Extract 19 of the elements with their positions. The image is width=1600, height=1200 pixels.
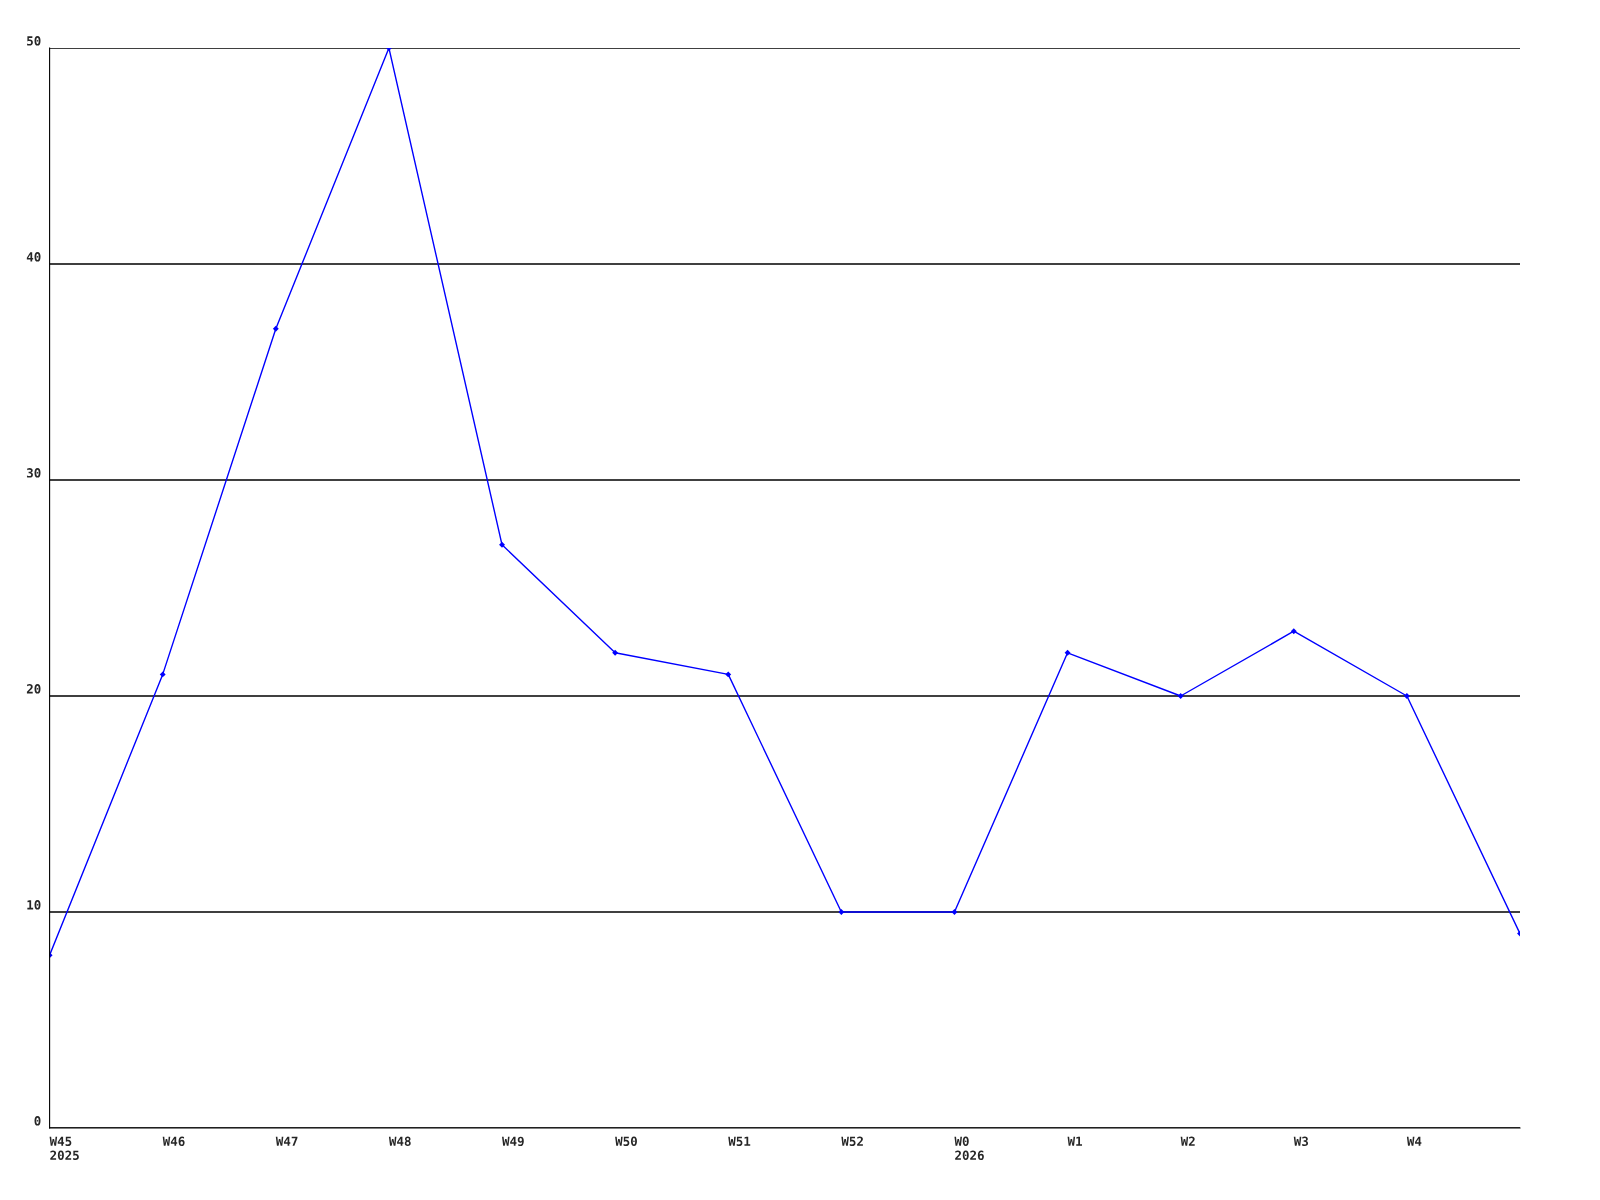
x-tick-label: W3 — [1293, 1136, 1309, 1147]
y-tick-label: 20 — [26, 684, 41, 694]
x-tick-label: W47 — [275, 1136, 298, 1146]
x-tick-label: W46 — [162, 1136, 185, 1147]
x-tick-label: W51 — [728, 1136, 751, 1147]
y-tick-label: 0 — [34, 1116, 41, 1126]
x-tick-label: W52 — [841, 1136, 863, 1147]
y-tick-label: 30 — [26, 468, 41, 478]
x-tick-label: W50 — [615, 1136, 637, 1147]
x-tick-label: W49 — [502, 1136, 524, 1147]
y-tick-label: 40 — [26, 252, 41, 262]
x-tick-label: W0 2026 — [954, 1136, 984, 1161]
x-tick-label: W4 — [1406, 1136, 1422, 1146]
x-tick-label: W45 2025 — [49, 1136, 79, 1161]
y-tick-label: 50 — [27, 36, 41, 46]
x-tick-label: W2 — [1180, 1136, 1195, 1146]
x-tick-label: W48 — [388, 1136, 411, 1147]
y-tick-label: 10 — [27, 900, 41, 910]
x-tick-label: W1 — [1067, 1136, 1083, 1146]
